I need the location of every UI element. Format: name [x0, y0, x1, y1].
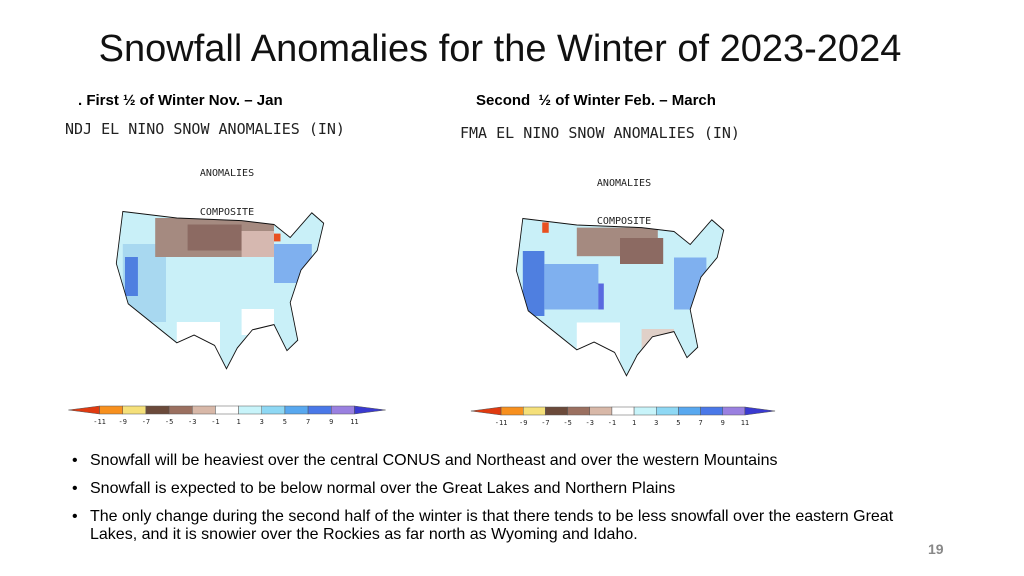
- panel-heading: . First ½ of Winter Nov. – Jan: [78, 92, 283, 109]
- colorbar-label: -7: [142, 418, 150, 426]
- colorbar-label: -3: [188, 418, 196, 426]
- colorbar-segment: [215, 405, 239, 415]
- colorbar-segment: [145, 405, 170, 415]
- colorbar-label: 1: [632, 419, 636, 427]
- page-number: 19: [928, 541, 944, 557]
- colorbar-arrow: [744, 406, 776, 416]
- colorbar-segment: [678, 406, 701, 416]
- bullet: Snowfall is expected to be below normal …: [70, 480, 920, 498]
- colorbar-label: 7: [306, 418, 310, 426]
- colorbar-segment: [99, 405, 124, 415]
- colorbar-label: -9: [519, 419, 527, 427]
- colorbar-segment: [192, 405, 216, 415]
- colorbar-label: -5: [165, 418, 173, 426]
- anomaly-patch: [576, 322, 620, 362]
- colorbar-label: -7: [541, 419, 549, 427]
- map-label: COMPOSITE: [200, 207, 254, 218]
- colorbar-segment: [523, 406, 546, 416]
- anomaly-patch: [241, 231, 274, 257]
- colorbar-segment: [331, 405, 355, 415]
- map-fill: [116, 211, 324, 369]
- colorbar-label: -1: [211, 418, 219, 426]
- colorbar-label: 9: [721, 419, 725, 427]
- colorbar-label: 11: [350, 418, 358, 426]
- colorbar-arrow: [354, 405, 386, 415]
- anomaly-patch: [544, 264, 599, 310]
- colorbar-segment: [545, 406, 568, 416]
- colorbar-arrow: [68, 405, 100, 415]
- colorbar-segment: [168, 405, 193, 415]
- maps: NDJ EL NINO SNOW ANOMALIES (IN) ANOMALIES…: [65, 120, 776, 427]
- map-label: COMPOSITE: [597, 216, 651, 227]
- anomaly-patch: [241, 309, 274, 335]
- anomaly-patch: [542, 222, 549, 233]
- slide-title: Snowfall Anomalies for the Winter of 202…: [98, 28, 902, 70]
- colorbar-segment: [567, 406, 590, 416]
- anomaly-patch: [641, 329, 674, 349]
- anomaly-patch: [620, 238, 664, 264]
- colorbar-label: 7: [698, 419, 702, 427]
- colorbar-segment: [611, 406, 635, 416]
- colorbar-segment: [238, 405, 262, 415]
- colorbar-segment: [656, 406, 679, 416]
- colorbar-segment: [122, 405, 147, 415]
- anomaly-patch: [176, 322, 220, 355]
- colorbar-label: 3: [654, 419, 658, 427]
- colorbar-label: 5: [676, 419, 680, 427]
- map-panel: FMA EL NINO SNOW ANOMALIES (IN) ANOMALIES…: [460, 124, 776, 427]
- colorbar-segment: [700, 406, 723, 416]
- map-fill: [516, 218, 724, 376]
- colorbar-label: -1: [608, 419, 616, 427]
- colorbar-label: 9: [329, 418, 333, 426]
- map-label: ANOMALIES: [597, 178, 651, 189]
- colorbar-segment: [284, 405, 309, 415]
- map-title: NDJ EL NINO SNOW ANOMALIES (IN): [65, 120, 345, 138]
- panel-heading: Second ½ of Winter Feb. – March: [476, 92, 716, 109]
- map-title: FMA EL NINO SNOW ANOMALIES (IN): [460, 124, 740, 142]
- map-panel: NDJ EL NINO SNOW ANOMALIES (IN) ANOMALIES…: [65, 120, 386, 426]
- colorbar-label: -5: [563, 419, 571, 427]
- bullet-list: Snowfall will be heaviest over the centr…: [70, 452, 920, 554]
- colorbar-label: 5: [283, 418, 287, 426]
- anomaly-patch: [674, 257, 707, 310]
- colorbar-label: -3: [586, 419, 594, 427]
- map-label: ANOMALIES: [200, 168, 254, 179]
- bullet: Snowfall will be heaviest over the centr…: [70, 452, 920, 470]
- colorbar-segment: [722, 406, 746, 416]
- colorbar-label: 11: [741, 419, 749, 427]
- colorbar-label: 1: [236, 418, 240, 426]
- us-map: [115, 210, 325, 370]
- colorbar-segment: [589, 406, 613, 416]
- anomaly-patch: [124, 257, 138, 296]
- us-map: [515, 217, 725, 377]
- bullet: The only change during the second half o…: [70, 508, 920, 544]
- colorbar-label: -11: [93, 418, 106, 426]
- colorbar-label: -9: [119, 418, 127, 426]
- anomaly-patch: [187, 224, 242, 251]
- colorbar-segment: [307, 405, 332, 415]
- colorbar-segment: [500, 406, 524, 416]
- colorbar-segment: [633, 406, 657, 416]
- colorbar-label: 3: [260, 418, 264, 426]
- anomaly-patch: [274, 233, 281, 242]
- colorbar-segment: [261, 405, 286, 415]
- anomaly-patch: [522, 251, 545, 316]
- colorbar-arrow: [470, 406, 502, 416]
- colorbar-label: -11: [495, 419, 508, 427]
